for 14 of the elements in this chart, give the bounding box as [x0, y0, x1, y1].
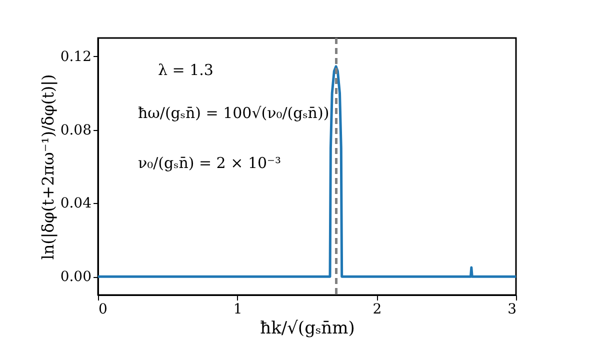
x-tick-label: 3: [508, 302, 516, 318]
annotation: λ = 1.3: [158, 61, 214, 79]
annotation: ν₀/(gₛn̄) = 2 × 10⁻³: [138, 154, 281, 172]
x-axis-title: ħk/√(gₛn̄m): [260, 318, 355, 338]
y-tick-label: 0.12: [60, 48, 92, 65]
y-tick-label: 0.04: [60, 196, 92, 212]
x-tick-label: 2: [372, 302, 382, 318]
y-tick-label: 0.08: [60, 122, 92, 138]
annotation: ħω/(gₛn̄) = 100√(ν₀/(gₛn̄)): [138, 104, 330, 122]
y-axis-title: ln(|δφ(t+2πω⁻¹)/δφ(t)|): [38, 74, 58, 260]
x-tick-label: 1: [233, 302, 242, 318]
y-tick-label: 0.00: [60, 269, 92, 286]
line-series: [98, 65, 516, 278]
x-tick-label: 0: [98, 302, 108, 318]
